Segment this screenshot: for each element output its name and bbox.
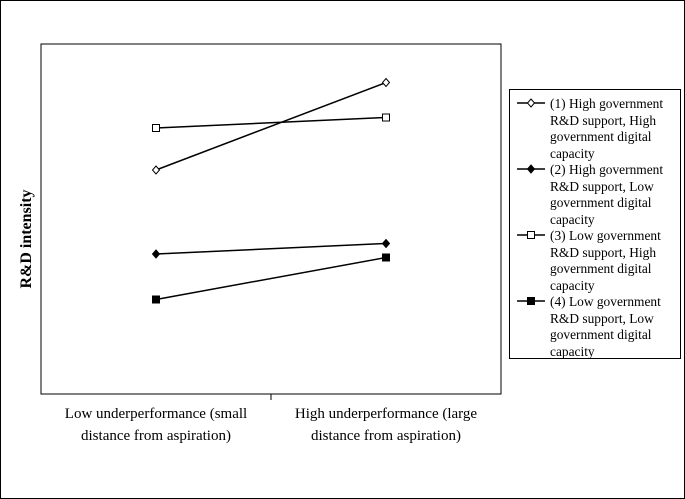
series-2-line: [155, 242, 387, 255]
series-3-point-2: [382, 113, 390, 122]
legend-swatch-2: [517, 164, 545, 174]
series-layer: [151, 77, 391, 304]
legend-line: R&D support, Low: [550, 178, 654, 194]
series-2-point-2: [381, 238, 391, 249]
legend-item-3: (3) Low government R&D support, High gov…: [510, 228, 680, 294]
legend-line: (4) Low government: [550, 294, 661, 309]
legend-line: capacity: [550, 343, 595, 359]
series-1-line: [155, 81, 387, 171]
y-axis-label: R&D intensity: [18, 189, 35, 288]
legend-label-2: (2) High government R&D support, Low gov…: [550, 162, 678, 228]
legend-swatch-3: [517, 231, 545, 239]
series-3-point-1: [152, 124, 160, 132]
legend: (1) High government R&D support, High go…: [509, 89, 681, 359]
legend-label-3: (3) Low government R&D support, High gov…: [550, 228, 678, 294]
x-tick-label-high-line-1: High underperformance (large: [295, 406, 477, 422]
legend-line: government digital: [550, 129, 652, 144]
series-1-point-2: [381, 77, 391, 88]
legend-line: (1) High government: [550, 96, 664, 111]
legend-line: capacity: [550, 145, 595, 161]
legend-line: (2) High government: [550, 162, 664, 177]
legend-item-4: (4) Low government R&D support, Low gove…: [510, 294, 680, 360]
legend-item-2: (2) High government R&D support, Low gov…: [510, 162, 680, 228]
legend-line: government digital: [550, 195, 652, 210]
legend-line: R&D support, Low: [550, 310, 654, 326]
series-4: [152, 253, 390, 304]
legend-swatch-marker: [527, 297, 535, 305]
series-1-point-1: [151, 165, 161, 175]
legend-label-4: (4) Low government R&D support, Low gove…: [550, 294, 678, 360]
series-3-line: [155, 116, 387, 129]
series-1: [151, 77, 391, 175]
series-4-line: [155, 256, 387, 301]
legend-line: government digital: [550, 327, 652, 342]
legend-line: (3) Low government: [550, 228, 661, 243]
x-tick-label-high-line-2: distance from aspiration): [311, 428, 461, 444]
x-tick-label-low-line-1: Low underperformance (small: [65, 406, 247, 422]
legend-line: capacity: [550, 211, 595, 227]
legend-item-1: (1) High government R&D support, High go…: [510, 96, 680, 162]
legend-line: R&D support, High: [550, 112, 657, 128]
legend-label-1: (1) High government R&D support, High go…: [550, 96, 678, 162]
legend-line: R&D support, High: [550, 244, 657, 260]
legend-swatch-marker: [527, 231, 535, 239]
series-3: [152, 113, 390, 132]
legend-swatch-marker: [526, 164, 536, 174]
legend-swatch-marker: [526, 98, 536, 108]
plot-area: [40, 43, 502, 395]
legend-line: government digital: [550, 261, 652, 276]
series-4-point-1: [152, 295, 160, 304]
x-tick-label-low-line-2: distance from aspiration): [81, 428, 231, 444]
legend-swatch-1: [517, 98, 545, 108]
series-4-point-2: [382, 253, 390, 262]
series-2-point-1: [151, 249, 161, 259]
legend-swatch-4: [517, 297, 545, 305]
series-2: [151, 238, 391, 259]
legend-line: capacity: [550, 277, 595, 293]
